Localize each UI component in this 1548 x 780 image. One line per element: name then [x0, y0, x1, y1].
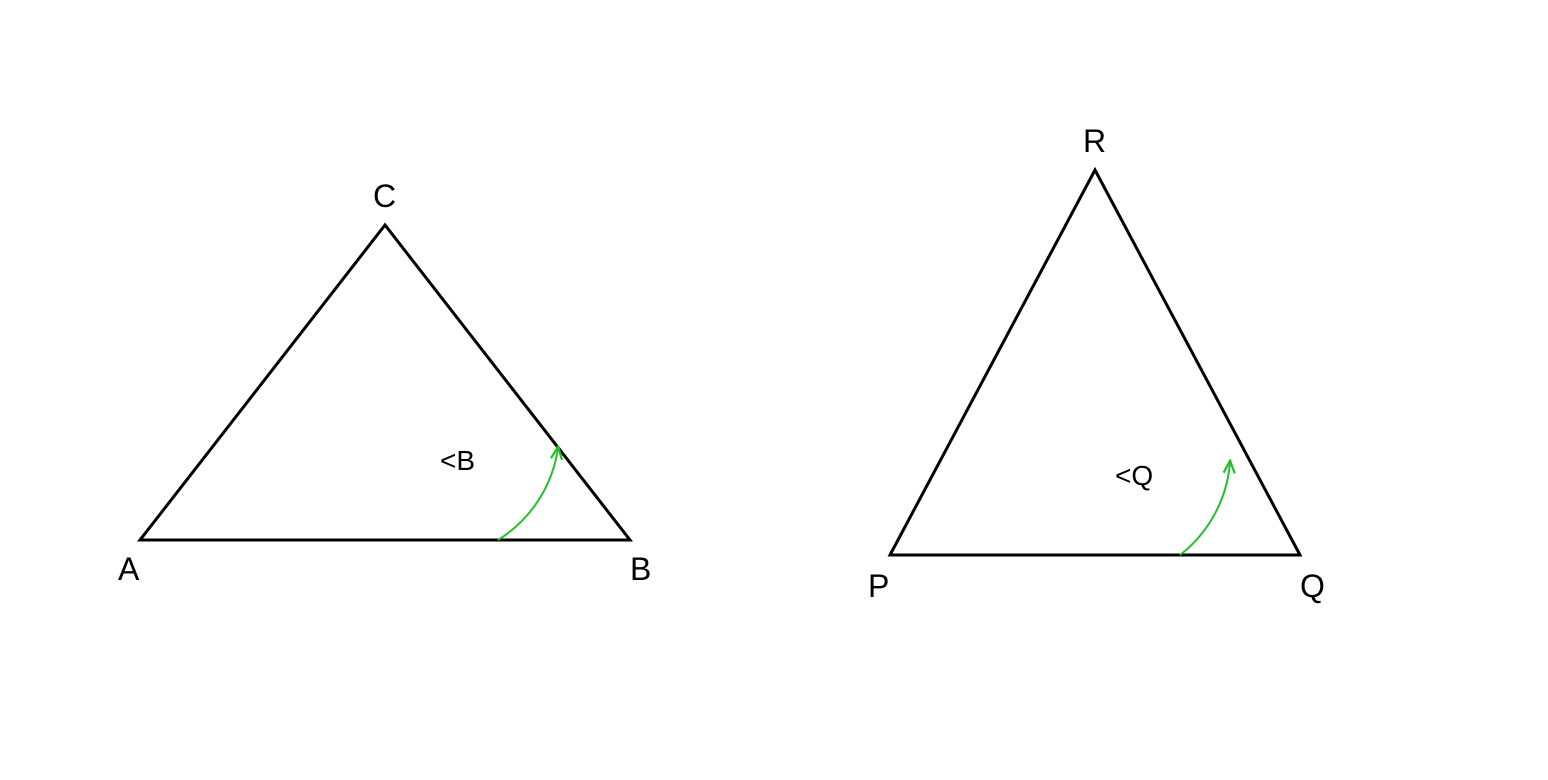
- angle-b-label: <B: [440, 445, 475, 476]
- vertex-b-label: B: [630, 551, 651, 587]
- triangle-pqr: <Q P Q R: [868, 123, 1325, 604]
- angle-q-arc: [1180, 462, 1230, 555]
- triangle-abc-shape: [140, 225, 630, 540]
- vertex-c-label: C: [373, 178, 396, 214]
- vertex-p-label: P: [868, 568, 889, 604]
- triangle-pqr-shape: [890, 170, 1300, 555]
- vertex-a-label: A: [118, 551, 140, 587]
- triangle-abc: <B A B C: [118, 178, 651, 587]
- angle-b-arc: [498, 448, 558, 540]
- angle-q-label: <Q: [1115, 460, 1153, 491]
- vertex-r-label: R: [1083, 123, 1106, 159]
- vertex-q-label: Q: [1300, 568, 1325, 604]
